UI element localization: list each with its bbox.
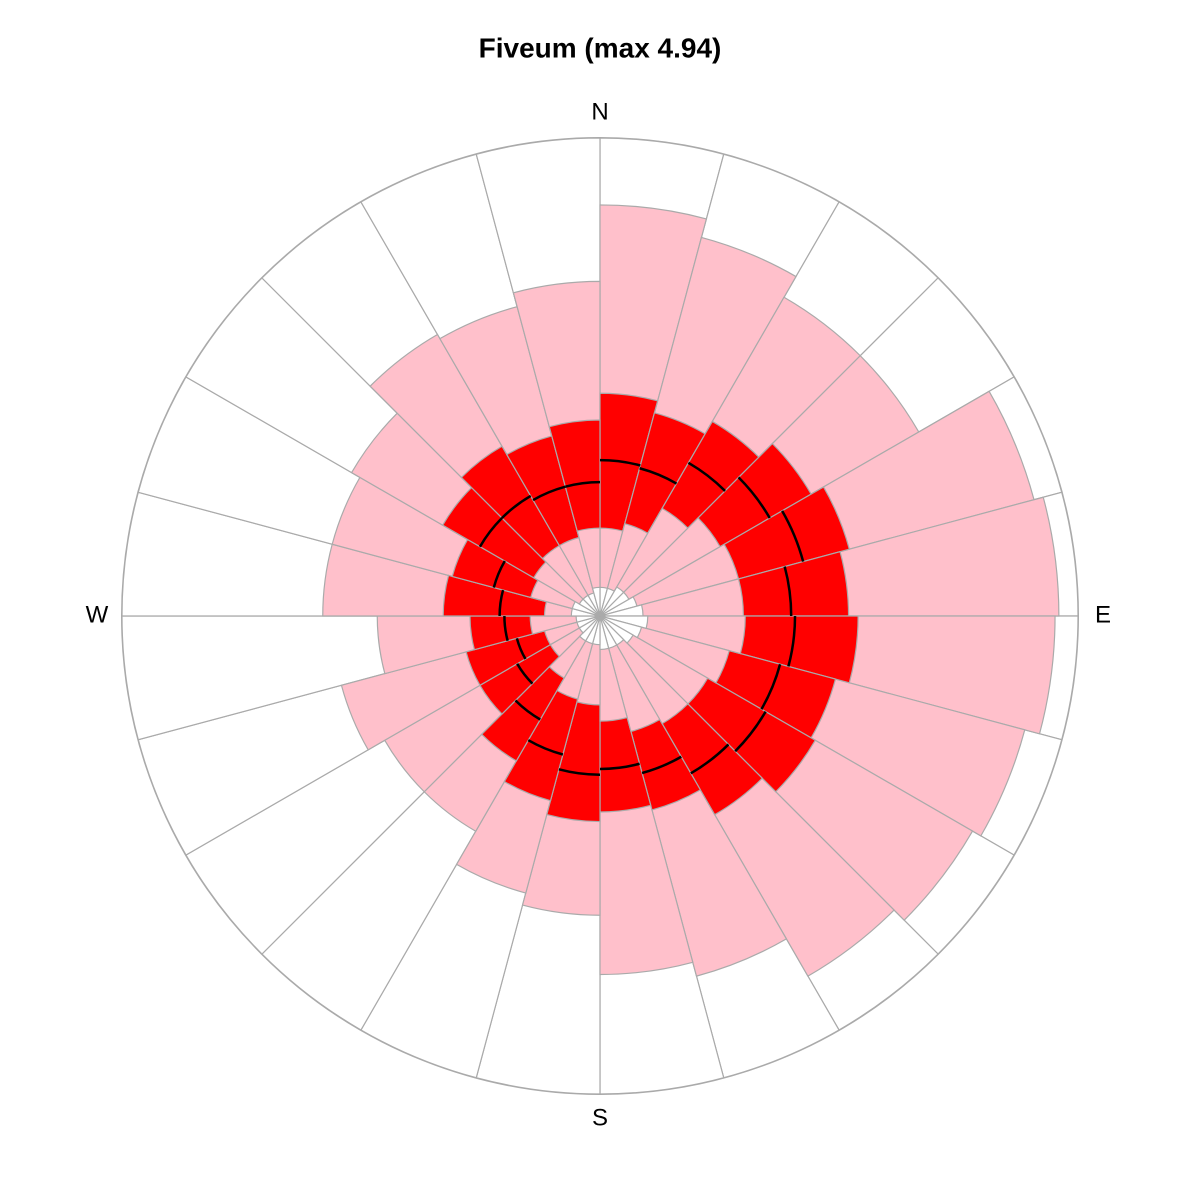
median-arc	[478, 517, 503, 548]
direction-label: S	[592, 1104, 608, 1131]
sector-min	[599, 615, 634, 644]
sector-min	[578, 615, 601, 642]
direction-label: N	[591, 98, 608, 125]
median-arc	[687, 461, 726, 492]
median-arc	[558, 768, 601, 776]
median-arc	[527, 739, 564, 756]
median-arc	[498, 589, 505, 617]
sector-min	[591, 586, 601, 617]
median-arc	[787, 615, 797, 667]
median-arc	[516, 663, 534, 685]
median-arc	[734, 710, 767, 753]
direction-label: W	[86, 601, 109, 628]
median-arc	[639, 467, 678, 485]
median-arc	[514, 699, 541, 721]
median-arc	[599, 762, 640, 771]
median-arc	[690, 743, 730, 775]
median-arc	[532, 485, 566, 502]
median-arc	[503, 615, 509, 642]
direction-label: E	[1095, 601, 1111, 628]
median-arc	[515, 637, 527, 660]
median-arc	[492, 560, 506, 588]
median-arc	[760, 663, 782, 710]
sector-min	[599, 615, 610, 651]
sector-q25	[599, 615, 689, 725]
median-arc	[781, 510, 805, 562]
median-arc	[737, 476, 771, 519]
median-arc	[599, 458, 641, 467]
median-arc	[501, 494, 532, 519]
chart-title: Fiveum (max 4.94)	[479, 32, 722, 63]
median-arc	[565, 480, 601, 488]
median-arc	[783, 566, 793, 617]
median-arc	[641, 755, 682, 775]
